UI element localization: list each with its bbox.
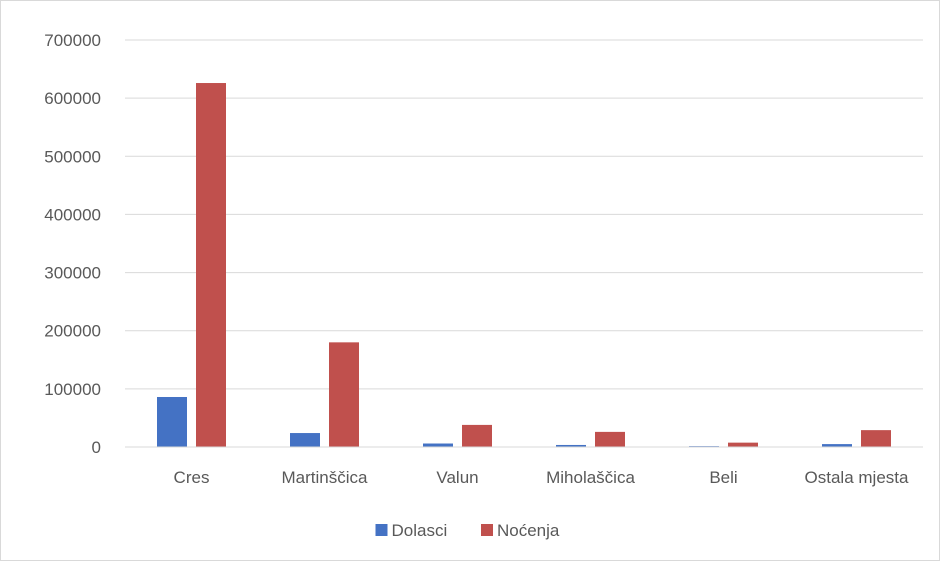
y-tick-label: 300000 bbox=[44, 264, 101, 283]
bar-noćenja-3 bbox=[595, 431, 625, 447]
x-tick-label: Cres bbox=[174, 468, 210, 487]
y-tick-label: 200000 bbox=[44, 322, 101, 341]
bar-noćenja-5 bbox=[861, 430, 891, 447]
bar-noćenja-4 bbox=[728, 442, 758, 447]
legend-label-dolasci: Dolasci bbox=[392, 521, 448, 540]
bar-dolasci-3 bbox=[556, 444, 586, 447]
bar-dolasci-0 bbox=[157, 396, 187, 447]
x-axis-labels: Cres Martinščica Valun Miholaščica Beli Ostal… bbox=[174, 468, 909, 487]
bar-noćenja-0 bbox=[196, 83, 226, 448]
legend-swatch-noćenja bbox=[481, 524, 493, 536]
legend-label-noćenja: Noćenja bbox=[497, 521, 560, 540]
x-tick-label: Ostala mjesta bbox=[805, 468, 909, 487]
y-tick-label: 500000 bbox=[44, 147, 101, 166]
y-tick-label: 700000 bbox=[44, 31, 101, 50]
y-tick-label: 400000 bbox=[44, 205, 101, 224]
legend: Dolasci Noćenja bbox=[375, 521, 560, 540]
x-tick-label: Beli bbox=[709, 468, 737, 487]
bar-noćenja-1 bbox=[329, 342, 359, 447]
y-tick-label: 100000 bbox=[44, 380, 101, 399]
bar-dolasci-5 bbox=[822, 444, 852, 447]
x-tick-label: Valun bbox=[436, 468, 478, 487]
x-tick-label: Miholaščica bbox=[546, 468, 635, 487]
bars bbox=[157, 83, 891, 448]
bar-noćenja-2 bbox=[462, 424, 492, 447]
bar-dolasci-1 bbox=[290, 433, 320, 447]
x-tick-label: Martinščica bbox=[282, 468, 369, 487]
gridlines bbox=[125, 39, 923, 390]
bar-dolasci-2 bbox=[423, 443, 453, 447]
y-axis-ticks: 0 100000 200000 300000 400000 500000 600000 700… bbox=[44, 31, 101, 457]
y-tick-label: 600000 bbox=[44, 89, 101, 108]
legend-swatch-dolasci bbox=[375, 524, 388, 536]
y-tick-label: 0 bbox=[92, 438, 101, 457]
